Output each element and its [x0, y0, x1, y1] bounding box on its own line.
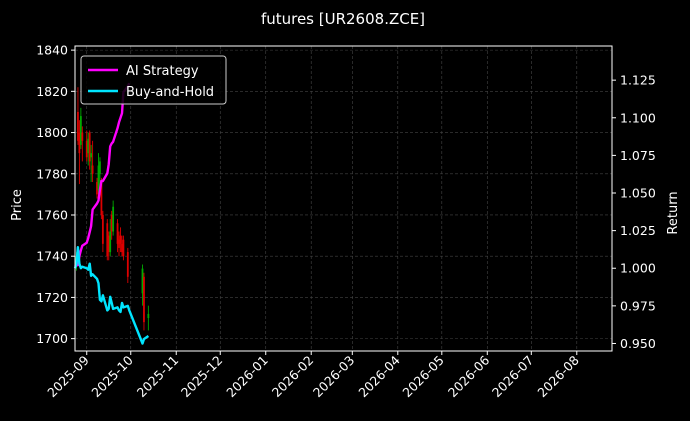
- candle-body: [106, 223, 109, 257]
- legend-label-ai-strategy: AI Strategy: [126, 64, 199, 79]
- candle-body: [91, 165, 94, 174]
- left-tick-label: 1800: [36, 125, 68, 140]
- candle-body: [101, 214, 104, 244]
- candle-body: [97, 165, 100, 191]
- candle-body: [107, 235, 110, 253]
- candle-body: [118, 239, 120, 248]
- y-axis-label-left: Price: [10, 189, 25, 221]
- left-tick-label: 1720: [36, 290, 68, 305]
- candle-body: [77, 111, 79, 141]
- candle-body: [110, 214, 113, 232]
- legend-label-buy-and-hold: Buy-and-Hold: [126, 85, 214, 100]
- left-tick-label: 1760: [36, 207, 68, 222]
- candle-body: [85, 140, 88, 158]
- candle-body: [78, 132, 81, 154]
- candle-body: [87, 138, 90, 154]
- candle-body: [119, 235, 122, 244]
- candle-body: [122, 239, 125, 257]
- buy-and-hold-line: [73, 245, 150, 345]
- candle-body: [141, 268, 144, 294]
- left-tick-label: 1840: [36, 43, 68, 58]
- candle-body: [100, 182, 103, 215]
- candle-body: [112, 206, 115, 232]
- candle-body: [116, 223, 119, 244]
- legend: AI Strategy Buy-and-Hold: [80, 55, 227, 105]
- candle-body: [109, 231, 112, 253]
- left-tick-label: 1780: [36, 166, 68, 181]
- y-axis-label-right: Return: [666, 191, 681, 234]
- candle-body: [96, 182, 98, 195]
- candle-body: [81, 132, 84, 141]
- right-tick-label: 1.125: [620, 73, 656, 88]
- right-tick-label: 0.975: [620, 298, 656, 313]
- right-tick-label: 1.050: [620, 186, 656, 201]
- right-axis: 0.950 0.975 1.000 1.025 1.050 1.075 1.100 1.125: [612, 73, 656, 351]
- left-axis: 1700 1720 1740 1760 1780 1800 1820 1840: [36, 43, 75, 346]
- series-lines: [73, 82, 150, 345]
- right-tick-label: 1.100: [620, 110, 656, 125]
- candle-body: [90, 153, 93, 158]
- candle-body: [147, 313, 150, 319]
- candle-body: [143, 276, 145, 323]
- candle-body: [126, 252, 129, 277]
- candle-body: [79, 116, 82, 145]
- left-tick-label: 1700: [36, 331, 68, 346]
- plot-frame: [74, 45, 613, 352]
- candles: [75, 87, 150, 331]
- candle-body: [99, 161, 101, 174]
- candle-body: [121, 243, 123, 253]
- right-tick-label: 1.000: [620, 261, 656, 276]
- left-tick-label: 1740: [36, 249, 68, 264]
- ai-strategy-line: [74, 82, 131, 268]
- chart-title: futures [UR2608.ZCE]: [261, 10, 425, 28]
- candle-body: [88, 132, 91, 162]
- left-tick-label: 1820: [36, 84, 68, 99]
- grid: [75, 46, 612, 351]
- right-tick-label: 1.075: [620, 148, 656, 163]
- right-tick-label: 1.025: [620, 223, 656, 238]
- right-tick-label: 0.950: [620, 336, 656, 351]
